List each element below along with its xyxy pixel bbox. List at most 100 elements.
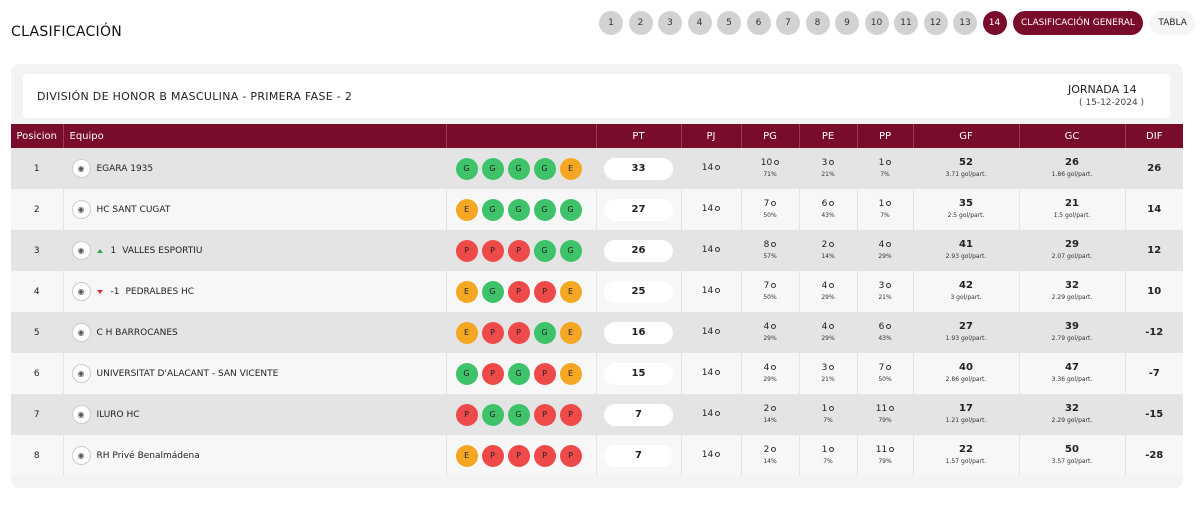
form-badge[interactable]: P xyxy=(481,444,504,467)
col-pg-header[interactable]: PG xyxy=(740,124,799,148)
magnifier-icon[interactable] xyxy=(771,241,777,247)
table-row[interactable]: 3 ◉ 1 VALLES ESPORTIU P P P G G 26 14 8 57% 2 14% 4 29% 4… xyxy=(11,230,1183,271)
magnifier-icon[interactable] xyxy=(771,323,777,329)
form-badge[interactable]: P xyxy=(533,444,556,467)
round-button-14[interactable]: 14 xyxy=(982,11,1007,35)
table-row[interactable]: 5 ◉ C H BARROCANES E P P G E 16 14 4 29% 4 29% 6 43% 27 1… xyxy=(11,312,1183,353)
table-row[interactable]: 2 ◉ HC SANT CUGAT E G G G G 27 14 7 50% 6 43% 1 7% 35 2.5… xyxy=(11,189,1183,230)
team-name[interactable]: ILURO HC xyxy=(96,409,140,420)
form-badge[interactable]: G xyxy=(481,157,504,180)
cell-team[interactable]: ◉ ILURO HC xyxy=(62,394,446,435)
magnifier-icon[interactable] xyxy=(715,247,721,252)
magnifier-icon[interactable] xyxy=(886,282,892,288)
form-badge[interactable]: G xyxy=(455,362,478,385)
col-pt-header[interactable]: PT xyxy=(595,124,681,148)
table-row[interactable]: 8 ◉ RH Privé Benalmádena E P P P P 7 14 2 14% 1 7% 11 7… xyxy=(11,435,1183,476)
form-badge[interactable]: P xyxy=(533,362,556,385)
magnifier-icon[interactable] xyxy=(774,159,780,165)
cell-team[interactable]: ◉ -1 PEDRALBES HC xyxy=(62,271,446,312)
magnifier-icon[interactable] xyxy=(715,370,721,375)
magnifier-icon[interactable] xyxy=(829,241,835,247)
form-badge[interactable]: G xyxy=(559,198,582,221)
form-badge[interactable]: G xyxy=(533,198,556,221)
magnifier-icon[interactable] xyxy=(771,405,777,411)
form-badge[interactable]: E xyxy=(455,198,478,221)
form-badge[interactable]: G xyxy=(481,280,504,303)
form-badge[interactable]: P xyxy=(455,239,478,262)
magnifier-icon[interactable] xyxy=(829,405,835,411)
clasificacion-general-button[interactable]: CLASIFICACIÓN GENERAL xyxy=(1013,11,1143,35)
form-badge[interactable]: G xyxy=(533,321,556,344)
team-name[interactable]: C H BARROCANES xyxy=(96,327,178,338)
magnifier-icon[interactable] xyxy=(829,282,835,288)
round-button-1[interactable]: 1 xyxy=(599,11,623,35)
col-pos-header[interactable]: Posicion xyxy=(11,124,63,148)
form-badge[interactable]: E xyxy=(559,157,582,180)
magnifier-icon[interactable] xyxy=(715,206,721,211)
magnifier-icon[interactable] xyxy=(886,159,892,165)
form-badge[interactable]: E xyxy=(455,444,478,467)
form-badge[interactable]: G xyxy=(507,157,530,180)
form-badge[interactable]: G xyxy=(507,362,530,385)
form-badge[interactable]: G xyxy=(481,198,504,221)
form-badge[interactable]: E xyxy=(559,321,582,344)
round-button-8[interactable]: 8 xyxy=(805,11,830,35)
magnifier-icon[interactable] xyxy=(886,241,892,247)
magnifier-icon[interactable] xyxy=(829,323,835,329)
form-badge[interactable]: E xyxy=(559,280,582,303)
magnifier-icon[interactable] xyxy=(771,364,777,370)
col-gf-header[interactable]: GF xyxy=(912,124,1019,148)
form-badge[interactable]: E xyxy=(455,321,478,344)
magnifier-icon[interactable] xyxy=(886,200,892,206)
team-name[interactable]: HC SANT CUGAT xyxy=(96,204,171,215)
form-badge[interactable]: P xyxy=(481,239,504,262)
round-button-3[interactable]: 3 xyxy=(658,11,682,35)
col-pe-header[interactable]: PE xyxy=(798,124,857,148)
magnifier-icon[interactable] xyxy=(829,200,835,206)
form-badge[interactable]: P xyxy=(533,280,556,303)
magnifier-icon[interactable] xyxy=(889,446,895,452)
form-badge[interactable]: G xyxy=(507,198,530,221)
magnifier-icon[interactable] xyxy=(715,411,721,416)
table-row[interactable]: 4 ◉ -1 PEDRALBES HC E G P P E 25 14 7 50% 4 29% 3 21% 42 3… xyxy=(11,271,1183,312)
round-button-9[interactable]: 9 xyxy=(835,11,859,35)
round-button-13[interactable]: 13 xyxy=(953,11,977,35)
team-name[interactable]: PEDRALBES HC xyxy=(125,286,195,297)
table-row[interactable]: 1 ◉ EGARA 1935 G G G G E 33 14 10 71% 3 21% 1 7% 52 3.71 … xyxy=(11,148,1183,189)
col-pj-header[interactable]: PJ xyxy=(680,124,741,148)
col-gc-header[interactable]: GC xyxy=(1018,124,1125,148)
round-button-11[interactable]: 11 xyxy=(894,11,918,35)
magnifier-icon[interactable] xyxy=(829,446,835,452)
round-button-6[interactable]: 6 xyxy=(746,11,771,35)
col-team-header[interactable]: Equipo xyxy=(62,124,446,148)
form-badge[interactable]: P xyxy=(559,444,582,467)
form-badge[interactable]: P xyxy=(507,444,530,467)
cell-team[interactable]: ◉ C H BARROCANES xyxy=(62,312,446,353)
form-badge[interactable]: P xyxy=(455,403,478,426)
round-button-10[interactable]: 10 xyxy=(864,11,889,35)
cell-team[interactable]: ◉ EGARA 1935 xyxy=(62,148,446,189)
magnifier-icon[interactable] xyxy=(771,200,777,206)
form-badge[interactable]: G xyxy=(481,403,504,426)
magnifier-icon[interactable] xyxy=(829,364,835,370)
form-badge[interactable]: P xyxy=(559,403,582,426)
team-name[interactable]: RH Privé Benalmádena xyxy=(96,450,200,461)
table-row[interactable]: 7 ◉ ILURO HC P G G P P 7 14 2 14% 1 7% 11 79% 17 1.21 gol… xyxy=(11,394,1183,435)
form-badge[interactable]: P xyxy=(507,239,530,262)
round-button-7[interactable]: 7 xyxy=(776,11,800,35)
tabla-button[interactable]: TABLA xyxy=(1150,11,1195,35)
form-badge[interactable]: P xyxy=(533,403,556,426)
form-badge[interactable]: G xyxy=(507,403,530,426)
team-name[interactable]: UNIVERSITAT D'ALACANT - SAN VICENTE xyxy=(96,368,279,379)
form-badge[interactable]: E xyxy=(559,362,582,385)
cell-team[interactable]: ◉ UNIVERSITAT D'ALACANT - SAN VICENTE xyxy=(62,353,446,394)
col-pp-header[interactable]: PP xyxy=(856,124,913,148)
team-name[interactable]: VALLES ESPORTIU xyxy=(122,245,203,256)
magnifier-icon[interactable] xyxy=(886,364,892,370)
team-name[interactable]: EGARA 1935 xyxy=(96,163,154,174)
magnifier-icon[interactable] xyxy=(715,329,721,334)
form-badge[interactable]: E xyxy=(455,280,478,303)
magnifier-icon[interactable] xyxy=(771,446,777,452)
round-button-4[interactable]: 4 xyxy=(687,11,712,35)
form-badge[interactable]: G xyxy=(455,157,478,180)
